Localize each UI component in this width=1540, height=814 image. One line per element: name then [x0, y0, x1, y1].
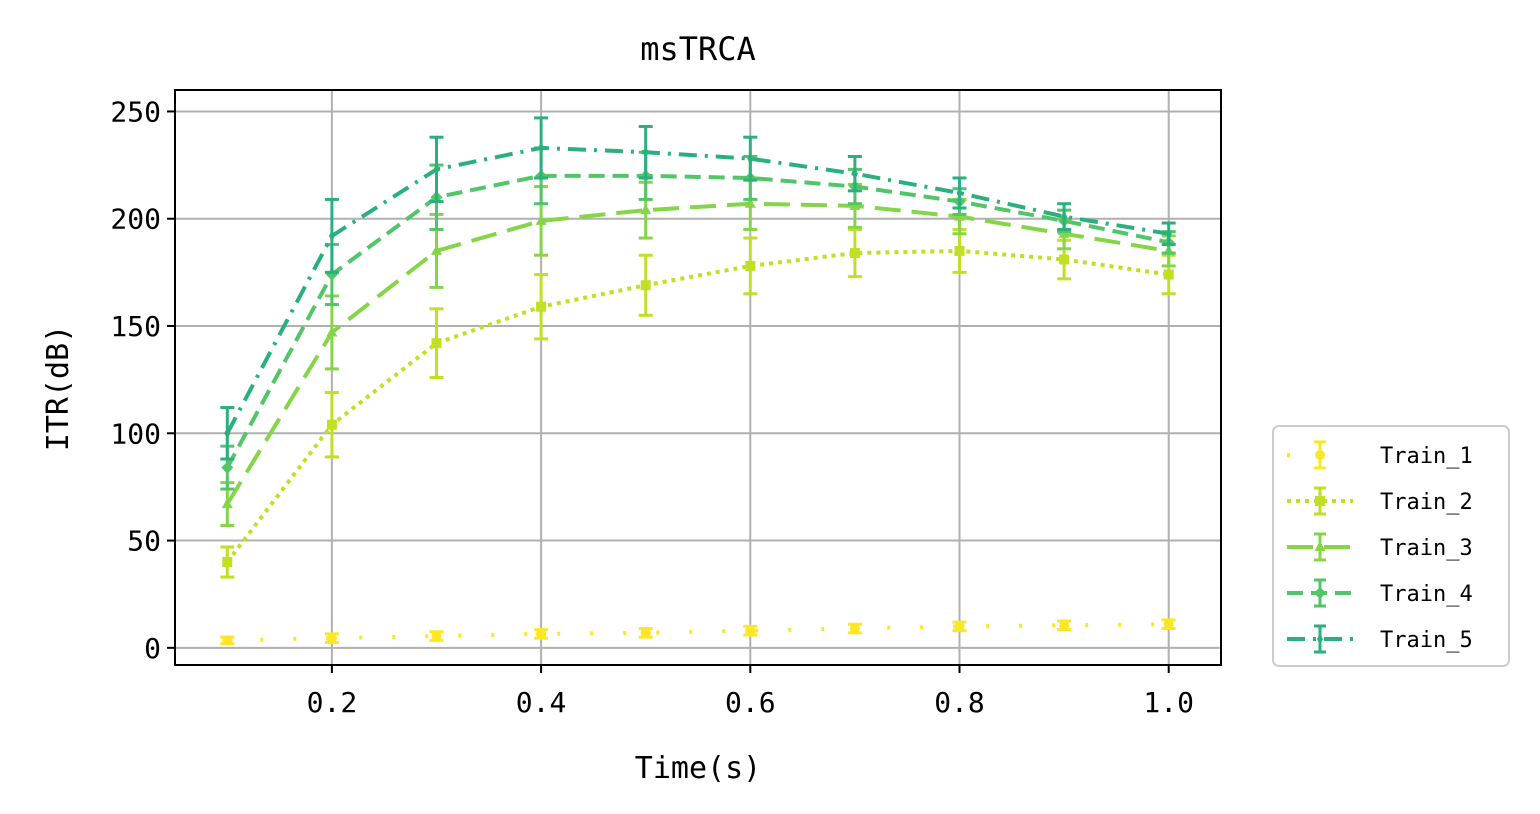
y-tick-label: 100: [110, 417, 161, 450]
legend-entry: Train_2: [1287, 486, 1473, 516]
circle-marker: [1059, 620, 1070, 631]
legend-label: Train_2: [1380, 490, 1473, 515]
legend-entry: Train_4: [1287, 578, 1473, 608]
square-marker: [431, 338, 442, 349]
y-axis-title: ITR(dB): [41, 325, 76, 451]
series-line: [225, 248, 1169, 564]
series-line: [225, 173, 1170, 469]
circle-marker: [1163, 619, 1174, 630]
series-line: [225, 145, 1170, 435]
square-marker: [326, 419, 337, 430]
x-tick-label: 0.2: [307, 686, 358, 719]
x-tick-label: 0.4: [516, 686, 567, 719]
thin-diamond-marker: [851, 167, 858, 180]
series-line: [227, 622, 1169, 643]
legend-label: Train_3: [1380, 536, 1473, 561]
series-layer: [220, 116, 1176, 646]
thin-diamond-marker: [1317, 633, 1323, 645]
legend-label: Train_4: [1380, 582, 1473, 607]
circle-marker: [326, 633, 337, 644]
circle-marker: [536, 628, 547, 639]
thin-diamond-marker: [328, 229, 335, 242]
series-line: [225, 201, 1170, 506]
series-2: [220, 227, 1176, 579]
square-marker: [849, 248, 860, 259]
legend-entry: Train_3: [1287, 532, 1473, 562]
circle-marker: [222, 635, 233, 646]
thin-diamond-marker: [747, 152, 754, 165]
thin-diamond-marker: [1165, 227, 1172, 240]
circle-marker: [431, 631, 442, 642]
square-marker: [954, 245, 965, 256]
axis-ticks: 0.2 0.4 0.6 0.8 1.0 0 50 100 150 200 250: [110, 95, 1194, 719]
triangle-marker: [744, 197, 756, 208]
triangle-marker: [326, 326, 338, 337]
triangle-marker: [535, 214, 547, 225]
thin-diamond-marker: [1061, 210, 1068, 223]
x-tick-label: 1.0: [1143, 686, 1194, 719]
diamond-marker: [1314, 587, 1326, 599]
x-tick-label: 0.6: [725, 686, 776, 719]
series-3: [220, 176, 1176, 528]
chart-title: msTRCA: [640, 30, 756, 68]
x-axis-title: Time(s): [635, 751, 761, 786]
thin-diamond-marker: [224, 427, 231, 440]
square-marker: [1315, 496, 1325, 506]
square-marker: [1059, 254, 1070, 265]
legend-label: Train_1: [1380, 444, 1473, 469]
legend-label: Train_5: [1380, 628, 1473, 653]
thin-diamond-marker: [538, 141, 545, 154]
thin-diamond-marker: [642, 146, 649, 159]
x-tick-label: 0.8: [934, 686, 985, 719]
legend-entry: Train_1: [1287, 440, 1473, 470]
circle-marker: [849, 623, 860, 634]
triangle-marker: [221, 498, 233, 509]
triangle-marker: [1314, 541, 1326, 551]
diamond-marker: [221, 461, 234, 474]
square-marker: [536, 301, 547, 312]
circle-marker: [745, 625, 756, 636]
y-tick-label: 0: [144, 632, 161, 665]
plot-frame: [174, 89, 1222, 666]
series-4: [220, 146, 1176, 491]
circle-marker: [954, 621, 965, 632]
triangle-marker: [640, 204, 652, 215]
circle-marker: [1315, 450, 1325, 460]
thin-diamond-marker: [956, 186, 963, 199]
square-marker: [745, 260, 756, 271]
y-tick-label: 200: [110, 203, 161, 236]
y-tick-label: 50: [127, 525, 161, 558]
square-marker: [640, 280, 651, 291]
y-tick-label: 250: [110, 95, 161, 128]
triangle-marker: [431, 244, 442, 255]
legend-entry: Train_5: [1287, 624, 1473, 654]
legend: Train_1 Train_2 Train_3 Train_4 Train_5: [1272, 425, 1510, 667]
series-1: [220, 618, 1176, 646]
square-marker: [1163, 269, 1174, 280]
circle-marker: [640, 627, 651, 638]
thin-diamond-marker: [433, 163, 440, 176]
legend-box: [1272, 425, 1510, 667]
square-marker: [222, 557, 233, 568]
y-tick-label: 150: [110, 310, 161, 343]
series-5: [220, 116, 1176, 461]
